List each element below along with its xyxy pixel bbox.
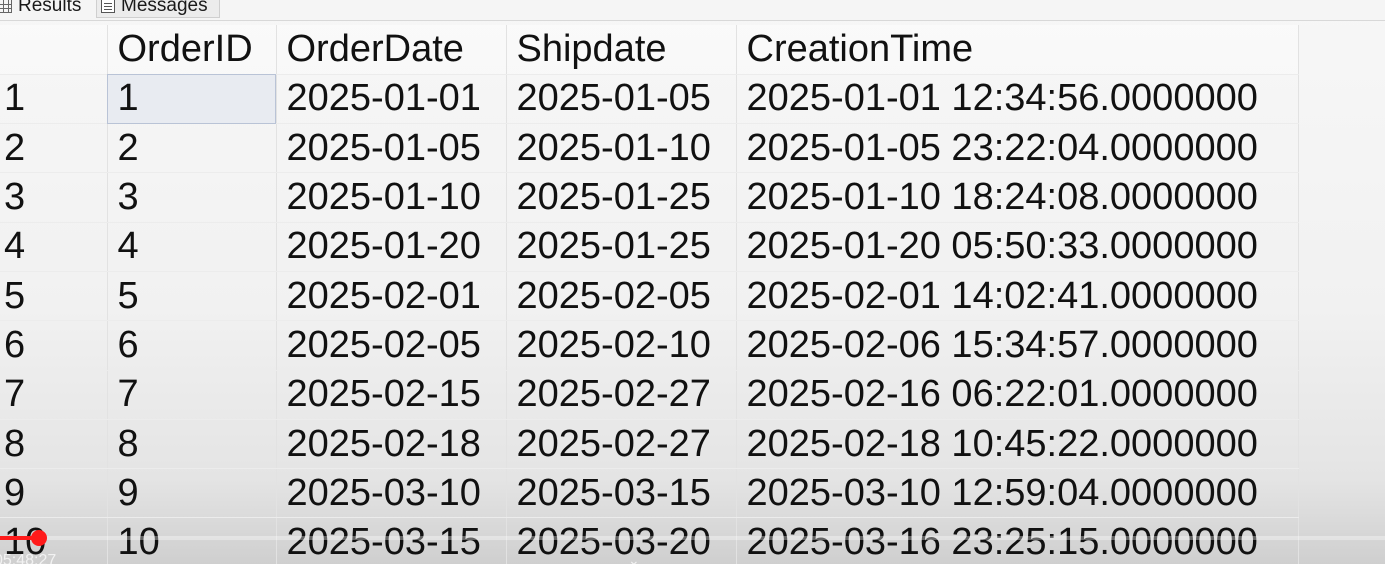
row-number-cell[interactable]: 1 <box>0 74 108 125</box>
cell-orderdate[interactable]: 2025-01-05 <box>276 123 507 174</box>
cell-creationtime[interactable]: 2025-02-18 10:45:22.0000000 <box>736 419 1299 470</box>
table-row[interactable]: 9 9 2025-03-10 2025-03-15 2025-03-10 12:59:0… <box>0 468 1299 519</box>
chevron-down-icon[interactable]: ⌄ <box>628 552 640 564</box>
tab-results[interactable]: Results <box>0 0 94 18</box>
cell-orderid[interactable]: 3 <box>107 172 277 223</box>
table-row[interactable]: 7 7 2025-02-15 2025-02-27 2025-02-16 06:22:0… <box>0 370 1299 420</box>
cell-creationtime[interactable]: 2025-03-16 23:25:15.0000000 <box>736 517 1299 564</box>
cell-orderid[interactable]: 9 <box>107 468 277 519</box>
results-table: OrderID OrderDate Shipdate CreationTime … <box>0 25 1299 564</box>
cell-creationtime[interactable]: 2025-01-10 18:24:08.0000000 <box>736 172 1299 223</box>
cell-shipdate[interactable]: 2025-02-05 <box>506 271 737 322</box>
row-number-cell[interactable]: 6 <box>0 320 108 371</box>
tab-messages[interactable]: Messages <box>96 0 220 18</box>
table-row[interactable]: 4 4 2025-01-20 2025-01-25 2025-01-20 05:50:3… <box>0 222 1299 272</box>
video-timestamp: 05:48:27 <box>0 552 57 564</box>
cell-orderid[interactable]: 8 <box>107 419 277 470</box>
table-row[interactable]: 10 10 2025-03-15 2025-03-20 2025-03-16 23:25… <box>0 517 1299 564</box>
cell-orderid[interactable]: 2 <box>107 123 277 174</box>
cell-orderdate[interactable]: 2025-02-18 <box>276 419 507 470</box>
cell-shipdate[interactable]: 2025-02-27 <box>506 419 737 470</box>
cell-creationtime[interactable]: 2025-03-10 12:59:04.0000000 <box>736 468 1299 519</box>
cell-orderid[interactable]: 5 <box>107 271 277 322</box>
cell-orderdate[interactable]: 2025-02-05 <box>276 320 507 371</box>
row-number-cell[interactable]: 2 <box>0 123 108 174</box>
row-number-cell[interactable]: 4 <box>0 222 108 272</box>
table-row[interactable]: 5 5 2025-02-01 2025-02-05 2025-02-01 14:02:4… <box>0 271 1299 322</box>
grid-icon <box>0 0 12 13</box>
cell-shipdate[interactable]: 2025-01-05 <box>506 74 737 125</box>
cell-shipdate[interactable]: 2025-01-10 <box>506 123 737 174</box>
cell-shipdate[interactable]: 2025-03-15 <box>506 468 737 519</box>
cell-creationtime[interactable]: 2025-02-06 15:34:57.0000000 <box>736 320 1299 371</box>
row-number-cell[interactable]: 7 <box>0 370 108 420</box>
cell-shipdate[interactable]: 2025-03-20 <box>506 517 737 564</box>
tab-messages-label: Messages <box>121 0 208 16</box>
cell-orderdate[interactable]: 2025-01-10 <box>276 172 507 223</box>
cell-orderdate[interactable]: 2025-03-15 <box>276 517 507 564</box>
cell-orderid[interactable]: 1 <box>107 74 277 125</box>
cell-orderdate[interactable]: 2025-01-01 <box>276 74 507 125</box>
table-row[interactable]: 1 1 2025-01-01 2025-01-05 2025-01-01 12:34:5… <box>0 74 1299 125</box>
cell-creationtime[interactable]: 2025-01-01 12:34:56.0000000 <box>736 74 1299 125</box>
table-body: 1 1 2025-01-01 2025-01-05 2025-01-01 12:34:5… <box>0 74 1299 564</box>
row-number-cell[interactable]: 8 <box>0 419 108 470</box>
column-header-creationtime[interactable]: CreationTime <box>736 25 1299 75</box>
table-row[interactable]: 8 8 2025-02-18 2025-02-27 2025-02-18 10:45:2… <box>0 419 1299 470</box>
cell-shipdate[interactable]: 2025-01-25 <box>506 172 737 223</box>
cell-orderid[interactable]: 7 <box>107 370 277 420</box>
results-tabbar: Results Messages <box>0 0 1385 21</box>
cell-creationtime[interactable]: 2025-01-20 05:50:33.0000000 <box>736 222 1299 272</box>
messages-icon <box>101 0 115 13</box>
results-grid: OrderID OrderDate Shipdate CreationTime … <box>0 25 1300 564</box>
cell-creationtime[interactable]: 2025-01-05 23:22:04.0000000 <box>736 123 1299 174</box>
column-header-orderid[interactable]: OrderID <box>107 25 277 75</box>
cell-shipdate[interactable]: 2025-02-10 <box>506 320 737 371</box>
row-number-header[interactable] <box>0 25 108 75</box>
column-header-shipdate[interactable]: Shipdate <box>506 25 737 75</box>
cell-creationtime[interactable]: 2025-02-16 06:22:01.0000000 <box>736 370 1299 420</box>
cell-creationtime[interactable]: 2025-02-01 14:02:41.0000000 <box>736 271 1299 322</box>
column-header-orderdate[interactable]: OrderDate <box>276 25 507 75</box>
video-scrubber-handle[interactable] <box>31 530 47 546</box>
cell-orderdate[interactable]: 2025-02-01 <box>276 271 507 322</box>
cell-orderdate[interactable]: 2025-01-20 <box>276 222 507 272</box>
row-number-cell[interactable]: 9 <box>0 468 108 519</box>
tab-results-label: Results <box>18 0 82 16</box>
cell-orderid[interactable]: 10 <box>107 517 277 564</box>
table-row[interactable]: 3 3 2025-01-10 2025-01-25 2025-01-10 18:24:0… <box>0 172 1299 223</box>
row-number-cell[interactable]: 10 <box>0 517 108 564</box>
cell-orderdate[interactable]: 2025-03-10 <box>276 468 507 519</box>
row-number-cell[interactable]: 5 <box>0 271 108 322</box>
table-row[interactable]: 6 6 2025-02-05 2025-02-10 2025-02-06 15:34:5… <box>0 320 1299 371</box>
video-progress-fill <box>0 536 39 540</box>
table-row[interactable]: 2 2 2025-01-05 2025-01-10 2025-01-05 23:22:0… <box>0 123 1299 174</box>
cell-shipdate[interactable]: 2025-01-25 <box>506 222 737 272</box>
cell-orderid[interactable]: 6 <box>107 320 277 371</box>
row-number-cell[interactable]: 3 <box>0 172 108 223</box>
cell-orderdate[interactable]: 2025-02-15 <box>276 370 507 420</box>
cell-shipdate[interactable]: 2025-02-27 <box>506 370 737 420</box>
header-row: OrderID OrderDate Shipdate CreationTime <box>0 25 1299 75</box>
video-progress-bar[interactable] <box>0 536 1385 540</box>
cell-orderid[interactable]: 4 <box>107 222 277 272</box>
